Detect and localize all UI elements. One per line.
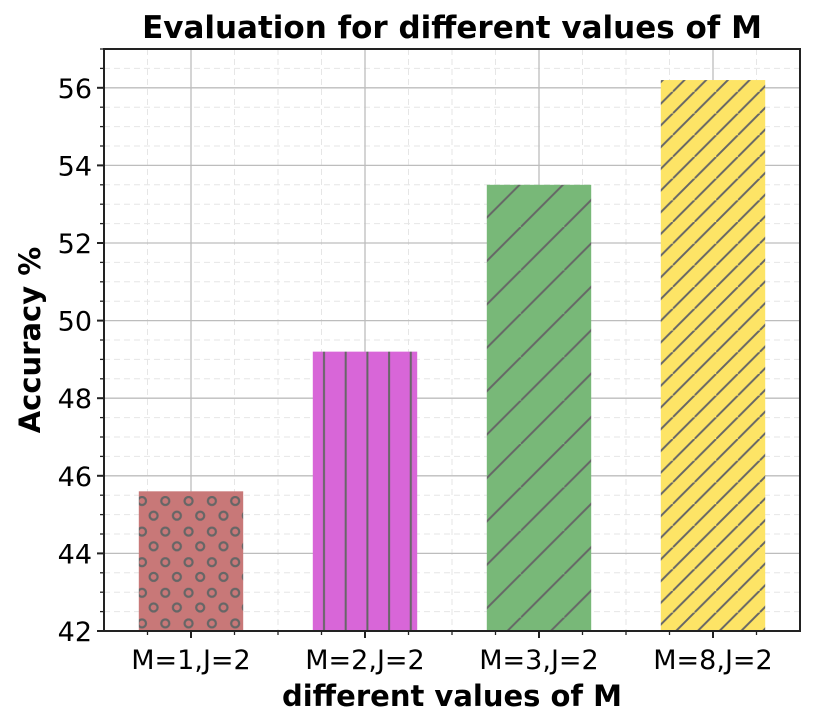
- x-tick-label: M=8,J=2: [653, 645, 772, 676]
- y-tick-label: 42: [58, 617, 92, 648]
- y-tick-label: 46: [58, 462, 92, 493]
- bar-M=3,J=2: [486, 184, 592, 632]
- y-tick-label: 52: [58, 229, 92, 260]
- y-tick-label: 44: [58, 539, 92, 570]
- bar-M=1,J=2: [138, 491, 244, 631]
- x-axis-label: different values of M: [282, 679, 622, 713]
- bar-M=8,J=2: [660, 80, 766, 632]
- y-tick-label: 48: [58, 384, 92, 415]
- chart-title: Evaluation for different values of M: [142, 10, 762, 46]
- y-tick-label: 54: [58, 151, 92, 182]
- y-tick-label: 56: [58, 74, 92, 105]
- y-axis-label: Accuracy %: [13, 247, 47, 434]
- y-tick-label: 50: [58, 307, 92, 338]
- bar-M=2,J=2: [312, 351, 418, 631]
- bars: [138, 80, 766, 632]
- x-tick-label: M=3,J=2: [479, 645, 598, 676]
- x-tick-label: M=1,J=2: [131, 645, 250, 676]
- x-tick-label: M=2,J=2: [305, 645, 424, 676]
- axes: 42 44 46 48 50 52 54 56 M=1,J=2 M=2,J=2 M=3,J=2 M=8…: [58, 48, 801, 676]
